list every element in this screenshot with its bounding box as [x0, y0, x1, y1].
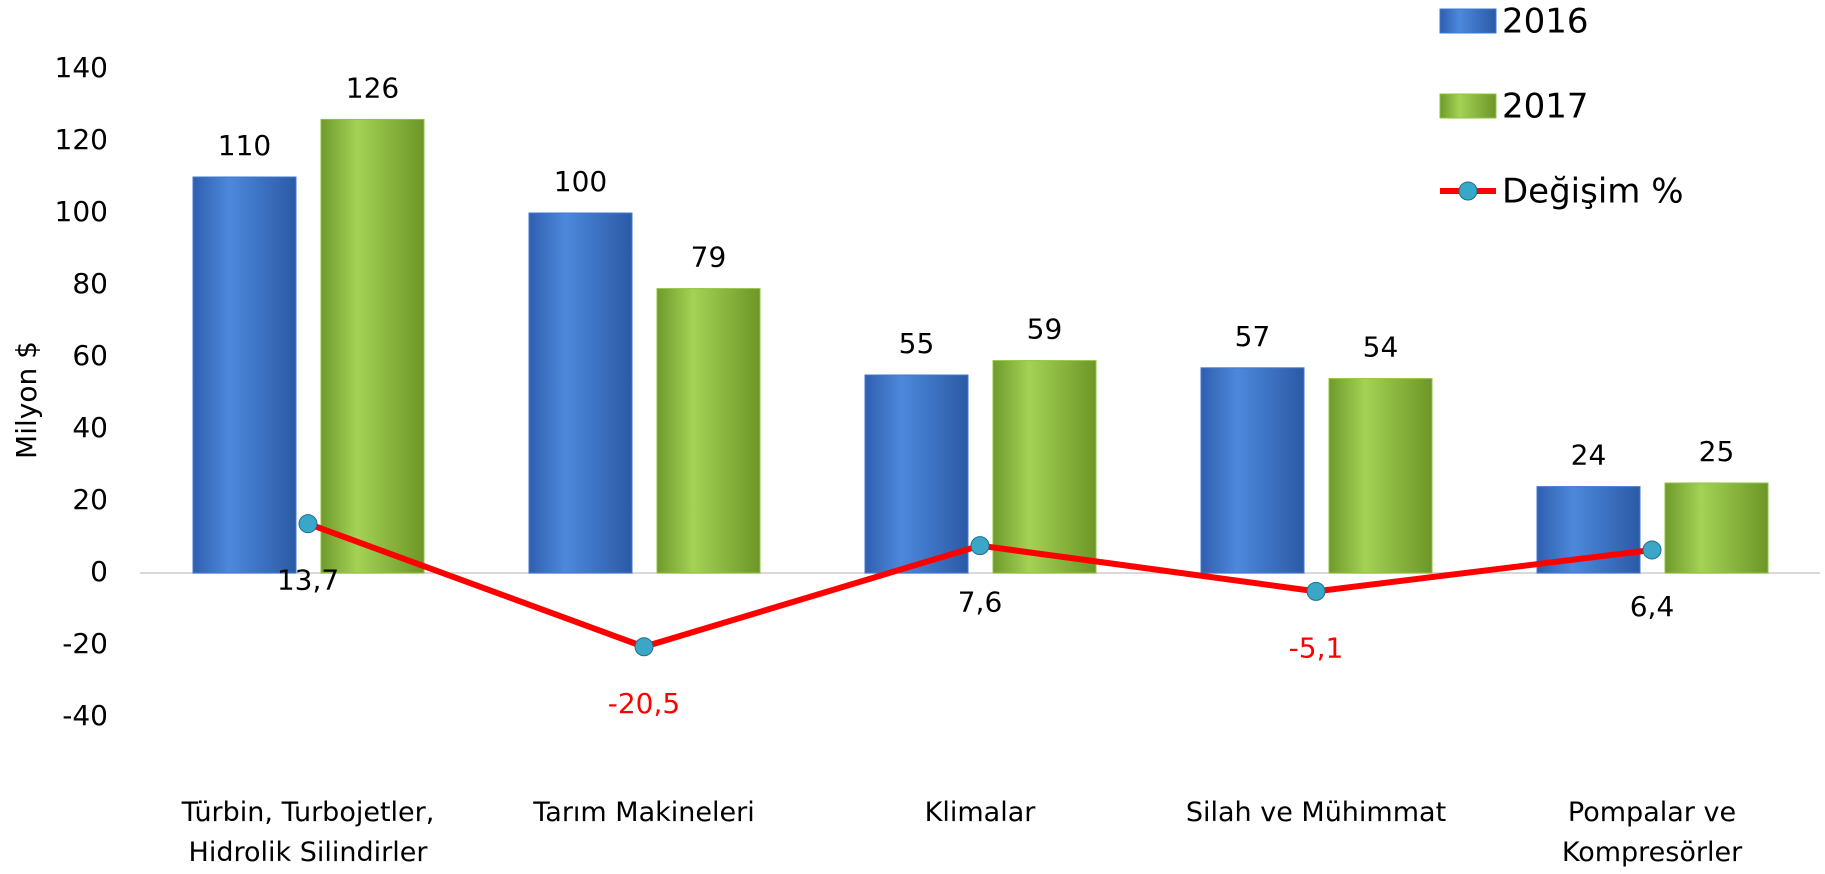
bar	[1536, 486, 1641, 574]
y-tick-label: 140	[55, 51, 108, 84]
legend-marker	[1458, 181, 1478, 201]
line-value-label: -5,1	[1289, 631, 1344, 664]
line-marker	[1642, 540, 1662, 560]
line-marker	[970, 536, 990, 556]
bar-value-label: 24	[1571, 439, 1607, 472]
bar-value-label: 59	[1027, 313, 1063, 346]
x-tick-label: Pompalar ve Kompresörler	[1561, 797, 1743, 868]
bar	[1200, 367, 1305, 574]
y-tick-label: -40	[62, 699, 108, 732]
bar	[1328, 378, 1433, 574]
bar	[192, 176, 297, 574]
bar-value-label: 25	[1699, 435, 1735, 468]
y-tick-label: 0	[90, 555, 108, 588]
line-value-label: 7,6	[958, 586, 1003, 619]
bar-value-label: 54	[1363, 331, 1399, 364]
y-tick-label: 100	[55, 195, 108, 228]
y-tick-label: -20	[62, 627, 108, 660]
bar-value-label: 126	[346, 71, 399, 104]
y-axis-title: Milyon $	[10, 341, 43, 459]
y-tick-label: 120	[55, 123, 108, 156]
bar-value-label: 55	[899, 327, 935, 360]
bar	[320, 118, 425, 574]
bar	[656, 288, 761, 574]
line-marker	[298, 514, 318, 534]
line-value-label: 13,7	[277, 564, 339, 597]
line-marker	[1306, 581, 1326, 601]
bar-value-label: 110	[218, 129, 271, 162]
legend-label: 2016	[1502, 2, 1589, 42]
y-tick-label: 60	[72, 339, 108, 372]
bar	[1664, 482, 1769, 574]
x-tick-label: Klimalar	[924, 797, 1036, 828]
line-value-label: -20,5	[608, 687, 680, 720]
bar	[864, 374, 969, 574]
legend-swatch	[1439, 93, 1497, 119]
legend-label: Değişim %	[1502, 172, 1684, 212]
bar-value-label: 57	[1235, 320, 1271, 353]
line-marker	[634, 637, 654, 657]
y-tick-label: 40	[72, 411, 108, 444]
x-tick-label: Türbin, Turbojetler, Hidrolik Silindirle…	[181, 797, 435, 868]
x-tick-label: Tarım Makineleri	[533, 797, 755, 828]
y-tick-label: 80	[72, 267, 108, 300]
bar-value-label: 100	[554, 165, 607, 198]
x-tick-label: Silah ve Mühimmat	[1185, 797, 1447, 828]
bar	[992, 360, 1097, 574]
bar-value-label: 79	[691, 241, 727, 274]
y-tick-label: 20	[72, 483, 108, 516]
line-value-label: 6,4	[1630, 590, 1675, 623]
legend-label: 2017	[1502, 87, 1589, 127]
legend-swatch	[1439, 8, 1497, 34]
bar	[528, 212, 633, 574]
